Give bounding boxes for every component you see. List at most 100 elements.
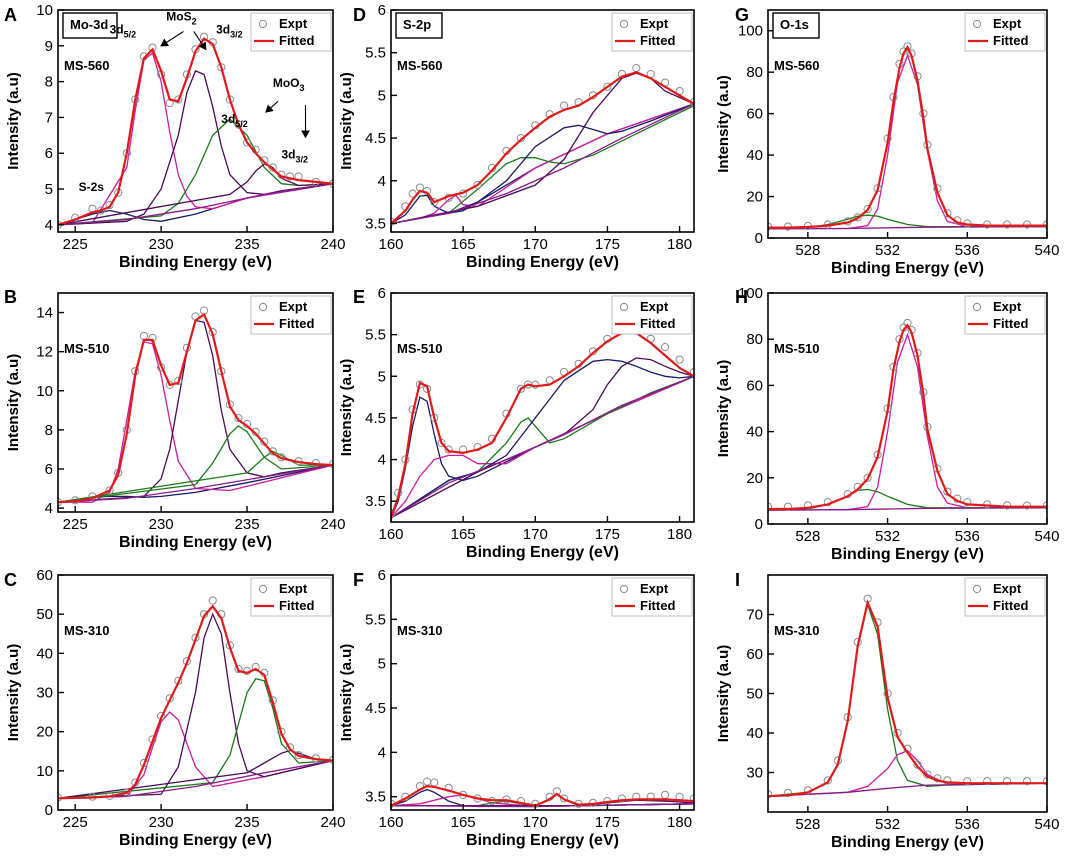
x-axis-label: Binding Energy (eV) xyxy=(831,546,984,563)
y-tick-label: 4 xyxy=(378,744,386,761)
legend-fitted-label: Fitted xyxy=(993,316,1028,331)
series-group xyxy=(391,64,694,226)
panel-h: H 528 532 536 540 0 20 40 60 80 100 Binding Energy … xyxy=(715,285,1060,563)
expt-point xyxy=(863,473,872,482)
expt-point xyxy=(903,42,912,51)
y-tick-label: 40 xyxy=(746,725,763,742)
x-tick-label: 235 xyxy=(235,236,260,253)
y-tick-label: 5 xyxy=(378,656,386,673)
component-curve xyxy=(58,183,333,226)
y-axis-label: Intensity (a.u) xyxy=(5,72,22,170)
expt-point xyxy=(131,778,140,787)
sample-label: MS-510 xyxy=(774,341,820,356)
expt-point xyxy=(1023,777,1032,786)
annotation-mos2: MoS2 xyxy=(166,10,196,27)
legend-expt-label: Expt xyxy=(993,581,1022,596)
legend: Expt Fitted xyxy=(250,12,332,52)
y-tick-label: 4 xyxy=(378,452,386,469)
panel-letter: H xyxy=(735,287,748,307)
y-tick-label: 4.5 xyxy=(365,700,386,717)
y-tick-label: 5 xyxy=(378,87,386,104)
expt-point xyxy=(294,751,303,760)
legend-box xyxy=(611,295,693,335)
component-curve xyxy=(391,103,694,225)
expt-point xyxy=(675,355,684,364)
legend-box xyxy=(611,577,693,617)
panel-e: E 160 165 170 175 180 3.5 4 4.5 5 5.5 6 Binding Ener… xyxy=(338,285,695,561)
x-tick-label: 532 xyxy=(875,816,900,833)
y-tick-label: 20 xyxy=(36,724,53,741)
legend: Expt Fitted xyxy=(250,295,332,335)
expt-point xyxy=(943,209,952,218)
y-tick-label: 80 xyxy=(746,64,763,81)
series-group xyxy=(768,42,1047,231)
y-axis-label: Intensity (a.u) xyxy=(715,360,732,458)
expt-point xyxy=(560,794,569,803)
x-tick-label: 532 xyxy=(875,528,900,545)
expt-point xyxy=(783,788,793,798)
legend-expt-marker xyxy=(258,302,268,312)
x-tick-label: 175 xyxy=(595,814,620,831)
expt-point xyxy=(689,794,694,803)
expt-point xyxy=(444,445,453,454)
expt-point xyxy=(174,376,183,386)
legend-expt-marker xyxy=(258,19,268,29)
y-tick-label: 8 xyxy=(45,422,53,439)
sample-label: MS-310 xyxy=(397,623,443,638)
component-curve xyxy=(391,799,694,807)
series-group xyxy=(768,594,1047,799)
expt-point xyxy=(430,778,439,787)
y-tick-label: 4 xyxy=(45,217,53,234)
expt-point xyxy=(1023,501,1032,510)
expt-point xyxy=(823,776,832,785)
expt-point xyxy=(617,794,627,803)
y-tick-label: 60 xyxy=(36,567,53,584)
x-axis-label: Binding Energy (eV) xyxy=(831,834,984,851)
expt-point xyxy=(661,790,670,800)
series-group xyxy=(391,777,694,808)
x-tick-label: 165 xyxy=(451,526,476,543)
fitted-curve xyxy=(768,599,1047,798)
x-tick-label: 225 xyxy=(63,516,88,533)
y-tick-label: 9 xyxy=(45,38,53,55)
sample-label: MS-510 xyxy=(397,341,443,356)
y-tick-label: 40 xyxy=(746,424,763,441)
panel-g: G 528 532 536 540 0 20 40 60 80 100 Binding Energy … xyxy=(715,5,1060,277)
core-level-label: O-1s xyxy=(780,17,809,32)
legend-expt-label: Expt xyxy=(640,299,669,314)
y-axis-label: Intensity (a.u) xyxy=(338,359,355,457)
y-tick-label: 20 xyxy=(746,189,763,206)
y-tick-label: 60 xyxy=(746,646,763,663)
legend-box xyxy=(964,295,1046,335)
legend-expt-label: Expt xyxy=(279,581,308,596)
x-tick-label: 528 xyxy=(795,816,820,833)
legend-fitted-label: Fitted xyxy=(993,33,1028,48)
panel-letter: E xyxy=(353,287,365,307)
x-axis-label: Binding Energy (eV) xyxy=(831,260,984,277)
expt-point xyxy=(603,82,612,91)
expt-point xyxy=(268,447,277,456)
component-curve xyxy=(391,375,694,519)
y-tick-label: 100 xyxy=(738,285,763,302)
plot-frame xyxy=(767,9,1048,239)
legend-expt-label: Expt xyxy=(279,16,308,31)
x-tick-label: 536 xyxy=(955,528,980,545)
x-axis-label: Binding Energy (eV) xyxy=(119,832,272,849)
expt-point xyxy=(105,201,114,210)
x-tick-label: 180 xyxy=(667,236,692,253)
expt-point xyxy=(391,509,396,518)
x-tick-label: 536 xyxy=(955,816,980,833)
y-tick-label: 12 xyxy=(36,344,53,361)
y-tick-label: 10 xyxy=(36,2,53,19)
y-tick-label: 3.5 xyxy=(365,215,386,232)
x-tick-label: 240 xyxy=(320,814,345,831)
y-tick-label: 8 xyxy=(45,74,53,91)
component-curve xyxy=(391,375,694,519)
core-level-box xyxy=(395,12,443,39)
core-level-box xyxy=(62,12,118,39)
y-tick-label: 60 xyxy=(746,106,763,123)
x-tick-label: 235 xyxy=(235,516,260,533)
panel-letter: B xyxy=(4,287,17,307)
annotation-3d52-mos2: 3d5/2 xyxy=(110,22,137,39)
expt-point xyxy=(853,213,862,222)
